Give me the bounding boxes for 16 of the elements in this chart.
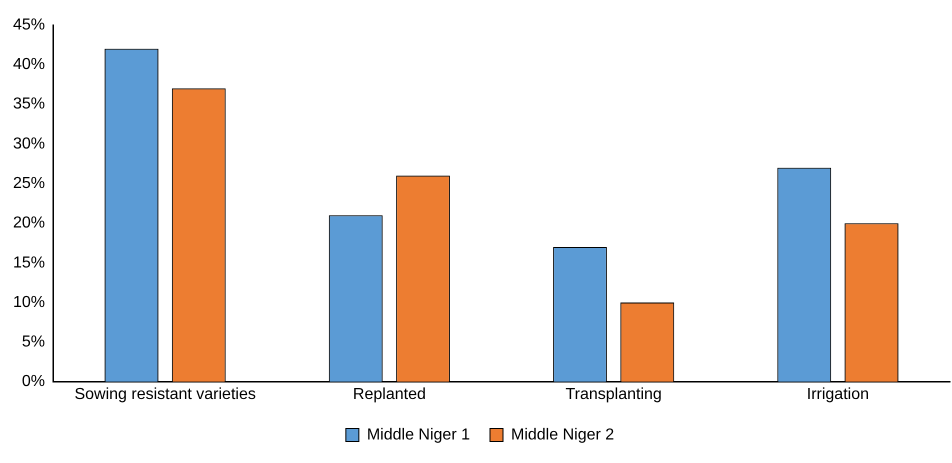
x-tick-label: Sowing resistant varieties [74,386,256,403]
x-tick-label: Irrigation [806,386,870,403]
legend-label: Middle Niger 1 [366,426,470,444]
y-tick-label: 35% [12,96,46,113]
y-tick-label: 0% [22,373,46,390]
x-tick-label: Replanted [352,386,426,403]
y-tick-label: 25% [12,174,46,192]
y-tick-label: 45% [12,16,46,34]
y-tick-label: 20% [12,214,46,232]
y-tick-label: 15% [12,254,46,272]
y-tick-label: 5% [22,334,46,351]
y-tick-label: 10% [12,294,46,311]
x-tick-label: Transplanting [565,386,662,403]
legend-label: Middle Niger 2 [511,426,614,444]
y-tick-label: 40% [12,56,46,74]
y-tick-label: 30% [12,135,46,152]
